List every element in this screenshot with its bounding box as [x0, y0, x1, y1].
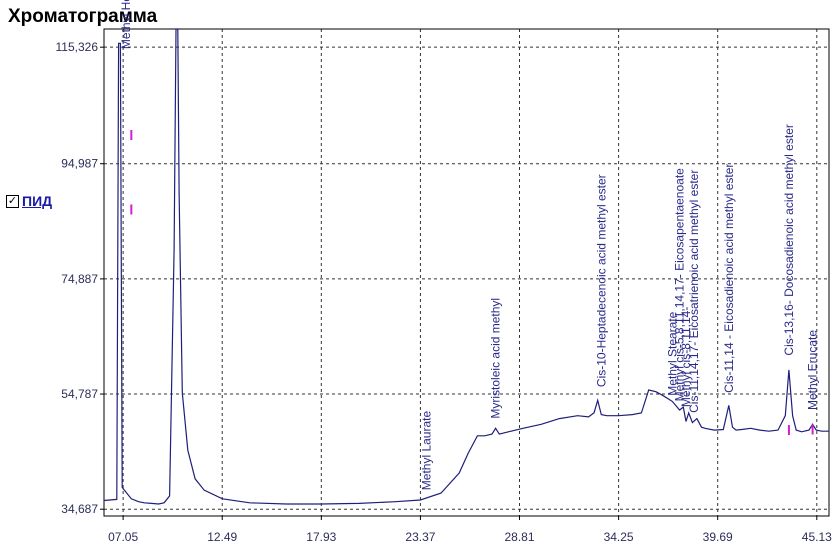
- x-tick-label: 34.25: [604, 530, 634, 544]
- x-tick-label: 23.37: [405, 530, 435, 544]
- legend-label-link[interactable]: ПИД: [22, 193, 53, 209]
- grid: [104, 29, 829, 516]
- chromatogram-trace: [103, 28, 829, 505]
- y-tick-label: 54,787: [61, 387, 98, 401]
- peak-label: Methyl cis-5,8,11,14,17- Eicosapentaenoa…: [673, 168, 687, 402]
- peak-label: Methyl Erucate: [806, 330, 820, 410]
- peak-label: Methyl Laurate: [419, 411, 433, 491]
- plot-frame: [103, 28, 830, 517]
- x-tick-label: 12.49: [207, 530, 237, 544]
- y-tick-label: 74,887: [61, 272, 98, 286]
- peak-label: Methyl Stearate: [665, 311, 679, 395]
- x-tick-label: 07.05: [108, 530, 138, 544]
- legend-pid[interactable]: ✓ ПИД: [6, 193, 52, 209]
- legend-checkbox[interactable]: ✓: [6, 194, 19, 208]
- peak-label: Myristoleic acid methyl: [489, 298, 503, 419]
- x-tick-label: 17.93: [306, 530, 336, 544]
- trace-layer: [103, 28, 829, 505]
- axis-ticks: 07.05 12.49 17.93 23.37 28.81 34.25 39.69 45.13…: [56, 40, 833, 544]
- peak-label: Cis-11,14 - Eicosadienoic acid methyl es…: [722, 164, 736, 393]
- peak-label: Methyl Hexanoate: [119, 0, 133, 49]
- y-tick-label: 34,687: [61, 502, 98, 516]
- y-tick-label: 94,987: [61, 157, 98, 171]
- peak-label: Cis-13,16- Docosadienoic acid methyl est…: [782, 124, 796, 355]
- peak-label: Methyl cis-8,11,14-: [679, 307, 693, 407]
- peak-label: Cis-11,14,17- Eicosatrienoic acid methyl…: [687, 170, 701, 413]
- y-tick-label: 115,326: [56, 40, 99, 54]
- peak-labels: Methyl Hexanoate Methyl Laurate Myristolei…: [119, 0, 820, 490]
- x-tick-label: 28.81: [504, 530, 534, 544]
- window-title: Хроматограмма: [8, 6, 158, 27]
- x-tick-label: 39.69: [703, 530, 733, 544]
- peak-label: Cis-10-Heptadecenoic acid methyl ester: [594, 174, 608, 387]
- x-tick-label: 45.13: [802, 530, 832, 544]
